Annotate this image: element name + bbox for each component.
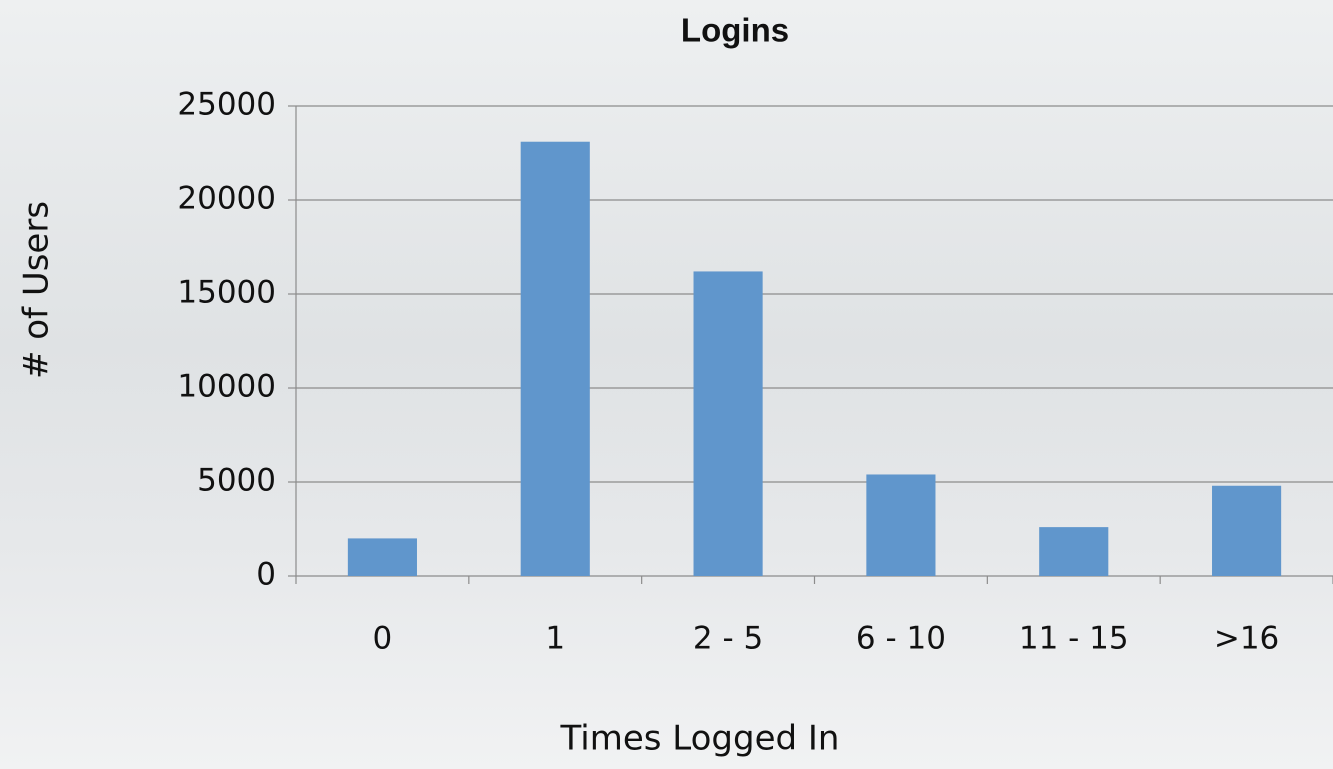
bar (1212, 486, 1281, 576)
y-axis-label: # of Users (17, 201, 57, 379)
x-axis-label: Times Logged In (560, 719, 840, 759)
y-tick-label: 15000 (177, 275, 276, 311)
y-tick-label: 20000 (177, 181, 276, 217)
bar (521, 142, 590, 576)
x-tick-label: >16 (1214, 621, 1279, 657)
x-tick-label: 11 - 15 (1019, 621, 1129, 657)
y-tick-label: 25000 (177, 87, 276, 123)
y-tick-label: 10000 (177, 369, 276, 405)
bar (1039, 527, 1108, 576)
x-tick-label: 0 (373, 621, 393, 657)
chart: Logins Times Logged In # of Users 0 5000 1… (0, 0, 1333, 769)
x-tick-label: 2 - 5 (693, 621, 763, 657)
bar (866, 474, 935, 576)
bar (694, 271, 763, 576)
x-tick-label: 6 - 10 (856, 621, 946, 657)
chart-title: Logins (681, 12, 789, 49)
y-tick-label: 0 (256, 557, 276, 593)
y-tick-label: 5000 (197, 463, 276, 499)
bar (348, 538, 417, 576)
x-tick-label: 1 (545, 621, 565, 657)
